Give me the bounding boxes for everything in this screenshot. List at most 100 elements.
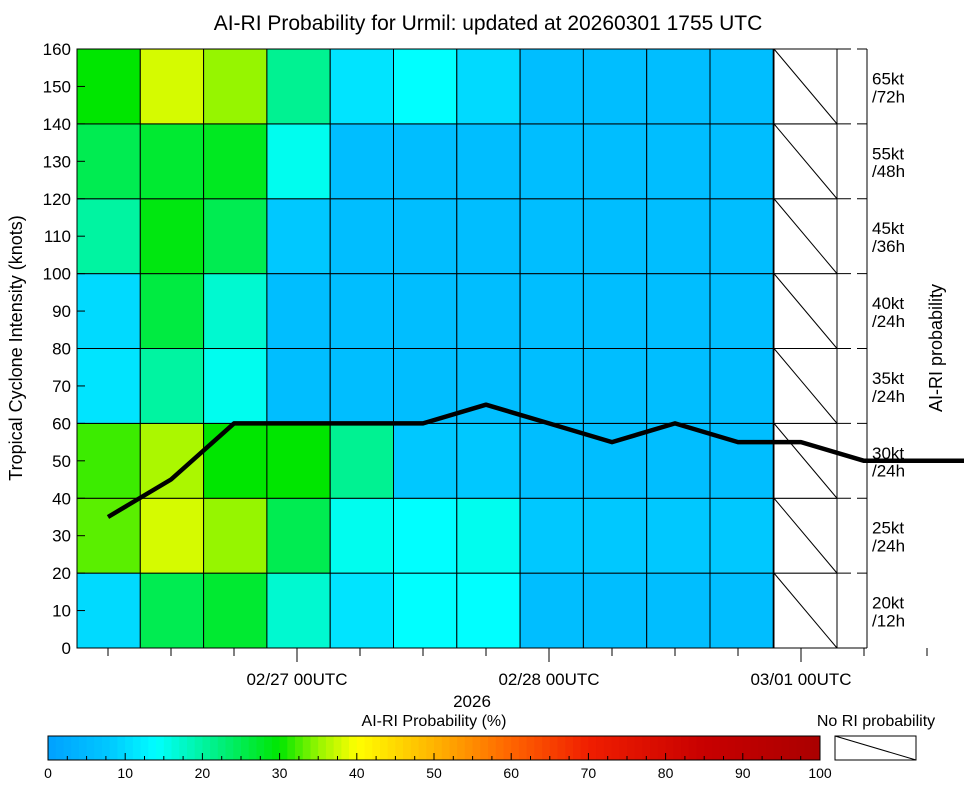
heatmap-cell xyxy=(582,572,648,649)
colorbar-segment xyxy=(464,736,474,760)
colorbar-segment xyxy=(140,736,149,760)
colorbar-tick-label: 30 xyxy=(272,765,288,781)
heatmap-cell xyxy=(266,198,331,275)
colorbar-segment xyxy=(765,736,775,760)
heatmap-cell xyxy=(519,48,584,125)
colorbar-segment xyxy=(395,736,404,760)
heatmap-cell xyxy=(203,48,268,125)
y-tick-label: 10 xyxy=(52,602,71,621)
colorbar-segment xyxy=(379,736,389,760)
colorbar-segment xyxy=(565,736,574,760)
y-tick-label: 100 xyxy=(43,265,71,284)
y-tick-label: 130 xyxy=(43,152,71,171)
colorbar-segment xyxy=(688,736,697,760)
y-tick-label: 140 xyxy=(43,115,71,134)
colorbar-segment xyxy=(387,736,396,760)
colorbar-segment xyxy=(349,736,358,760)
heatmap-cell xyxy=(646,572,711,649)
colorbar-segment xyxy=(410,736,420,760)
colorbar-segment xyxy=(758,736,767,760)
heatmap-cell xyxy=(76,273,141,349)
heatmap-cell xyxy=(329,348,395,424)
colorbar-segment xyxy=(333,736,342,760)
colorbar-segment xyxy=(603,736,613,760)
heatmap-cell xyxy=(582,273,648,349)
heatmap-cell xyxy=(203,422,268,499)
heatmap-cell xyxy=(582,48,648,125)
intensity-track-line xyxy=(106,402,964,519)
colorbar-segment xyxy=(148,736,157,760)
colorbar-segment xyxy=(542,736,551,760)
colorbar-segment xyxy=(711,736,721,760)
heatmap-cell xyxy=(393,123,458,200)
colorbar-segment xyxy=(727,736,736,760)
heatmap-cell xyxy=(76,123,141,200)
colorbar-segment xyxy=(796,736,806,760)
colorbar-segment xyxy=(441,736,450,760)
colorbar-tick-label: 40 xyxy=(349,765,365,781)
y-tick-label: 0 xyxy=(62,639,71,658)
colorbar-segment xyxy=(681,736,690,760)
heatmap-cell xyxy=(393,348,458,424)
heatmap-cell xyxy=(709,123,774,200)
colorbar-segment xyxy=(225,736,234,760)
heatmap-cell xyxy=(329,123,395,200)
heatmap-cells xyxy=(76,48,775,649)
colorbar-segment xyxy=(657,736,667,760)
heatmap-cell xyxy=(519,198,584,275)
no-ri-legend-box xyxy=(834,735,917,761)
colorbar-segment xyxy=(673,736,682,760)
colorbar-segment xyxy=(634,736,643,760)
colorbar-segment xyxy=(179,736,188,760)
colorbar-segment xyxy=(619,736,628,760)
colorbar-segment xyxy=(696,736,705,760)
colorbar-segment xyxy=(186,736,196,760)
y-tick-label: 30 xyxy=(52,527,71,546)
heatmap-cell xyxy=(519,273,584,349)
heatmap-cell xyxy=(709,572,774,649)
row-label: 35kt/24h xyxy=(872,369,905,406)
heatmap-cell xyxy=(139,348,205,424)
colorbar-segment xyxy=(434,736,443,760)
heatmap-cell xyxy=(646,348,711,424)
heatmap-cell xyxy=(329,422,395,499)
heatmap-cell xyxy=(76,198,141,275)
colorbar-segment xyxy=(102,736,111,760)
colorbar-segment xyxy=(132,736,142,760)
colorbar-segment xyxy=(117,736,126,760)
heatmap-cell xyxy=(266,422,331,499)
colorbar-segment xyxy=(627,736,636,760)
colorbar-segment xyxy=(773,736,782,760)
colorbar-segment xyxy=(202,736,211,760)
heatmap-cell xyxy=(76,348,141,424)
colorbar-segment xyxy=(356,736,366,760)
colorbar-segment xyxy=(488,736,497,760)
heatmap-cell xyxy=(76,48,141,125)
colorbar-segment xyxy=(156,736,165,760)
heatmap-cell xyxy=(329,48,395,125)
heatmap-cell xyxy=(519,422,584,499)
colorbar-label: AI-RI Probability (%) xyxy=(362,713,507,730)
colorbar-segment xyxy=(742,736,752,760)
no-ri-hatch xyxy=(773,198,838,274)
colorbar-segment xyxy=(78,736,88,760)
heatmap-cell xyxy=(646,48,711,125)
heatmap-cell xyxy=(393,497,458,574)
y-tick-label: 40 xyxy=(52,489,71,508)
colorbar-segment xyxy=(325,736,335,760)
colorbar-segment xyxy=(534,736,543,760)
heatmap-cell xyxy=(329,273,395,349)
heatmap-cell xyxy=(393,273,458,349)
colorbar-segment xyxy=(580,736,589,760)
heatmap-cell xyxy=(139,572,205,649)
colorbar-tick-label: 90 xyxy=(735,765,751,781)
colorbar-segment xyxy=(518,736,528,760)
heatmap-cell xyxy=(456,48,521,125)
colorbar-segment xyxy=(511,736,520,760)
heatmap-cell xyxy=(519,123,584,200)
colorbar-segment xyxy=(426,736,435,760)
heatmap-cell xyxy=(456,123,521,200)
colorbar-tick-label: 20 xyxy=(195,765,211,781)
heatmap-cell xyxy=(456,422,521,499)
heatmap-cell xyxy=(646,198,711,275)
